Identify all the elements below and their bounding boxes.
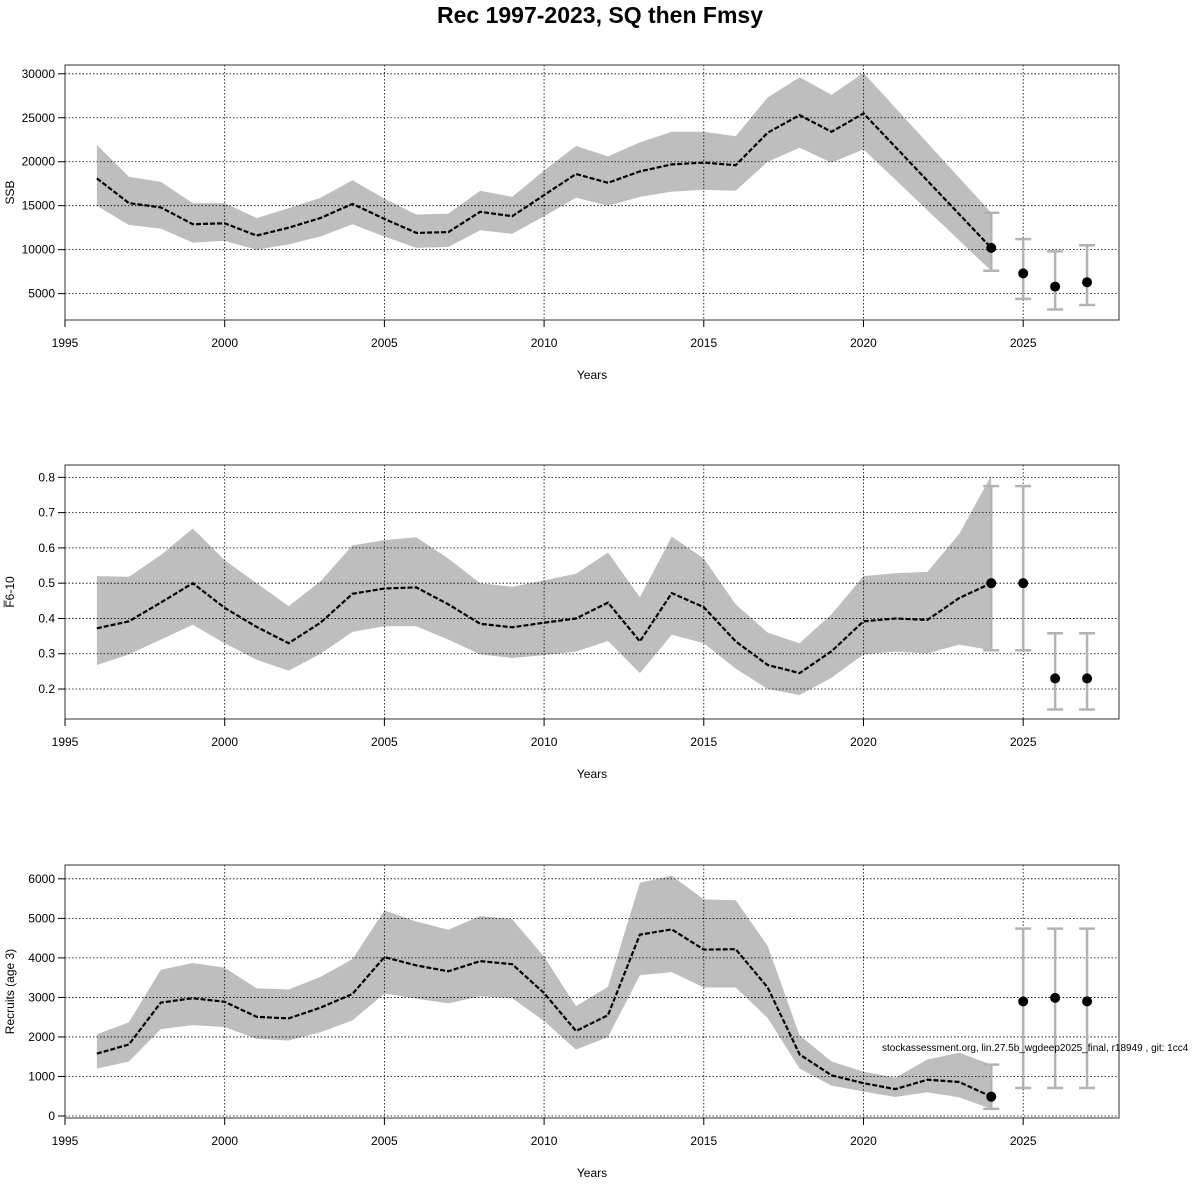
x-axis-label: Years <box>577 767 607 781</box>
x-tick-label: 2015 <box>690 336 717 350</box>
x-axis-label: Years <box>577 1166 607 1180</box>
x-tick-label: 2000 <box>211 336 238 350</box>
forecast-point <box>1082 277 1093 288</box>
y-tick-label: 25000 <box>22 111 56 125</box>
estimate-line <box>96 928 992 1098</box>
x-tick-label: 2005 <box>371 336 398 350</box>
y-tick-label: 2000 <box>28 1030 55 1044</box>
forecast-point <box>1082 673 1093 684</box>
y-tick-label: 0.5 <box>38 576 55 590</box>
x-tick-label: 2025 <box>1010 735 1037 749</box>
x-tick-label: 2015 <box>690 735 717 749</box>
x-tick-label: 2005 <box>371 1134 398 1148</box>
x-axis-label: Years <box>577 368 607 382</box>
panel-3: 1995 2000 2005 2010 2015 2020 2025 0 1000 2000 300… <box>3 864 1120 1180</box>
forecast-point <box>1050 992 1061 1003</box>
y-tick-label: 20000 <box>22 155 56 169</box>
y-axis-label: SSB <box>3 180 17 204</box>
plot-frame <box>64 464 1120 720</box>
y-tick-label: 5000 <box>28 911 55 925</box>
x-tick-label: 2005 <box>371 735 398 749</box>
y-tick-label: 10000 <box>22 243 56 257</box>
x-tick-label: 2020 <box>850 1134 877 1148</box>
x-tick-label: 2025 <box>1010 1134 1037 1148</box>
x-tick-label: 1995 <box>52 336 79 350</box>
y-tick-label: 4000 <box>28 951 55 965</box>
y-tick-label: 0.4 <box>38 611 55 625</box>
forecast-point <box>1050 673 1061 684</box>
forecast-point <box>1082 996 1093 1007</box>
forecast-point <box>1018 578 1029 589</box>
y-tick-label: 0.7 <box>38 506 55 520</box>
y-axis-label: F̅6-10 <box>3 576 17 608</box>
confidence-band <box>96 72 992 271</box>
y-tick-label: 15000 <box>22 199 56 213</box>
forecast-point <box>986 578 997 589</box>
y-tick-label: 0.3 <box>38 647 55 661</box>
y-tick-label: 0 <box>48 1109 55 1123</box>
y-tick-label: 0.6 <box>38 541 55 555</box>
y-axis-label: Recruits (age 3) <box>3 949 17 1034</box>
y-tick-label: 0.2 <box>38 682 55 696</box>
plot-frame <box>64 64 1120 321</box>
y-tick-label: 30000 <box>22 67 56 81</box>
x-tick-label: 2000 <box>211 735 238 749</box>
forecast-point <box>1018 268 1029 279</box>
x-tick-label: 1995 <box>52 735 79 749</box>
x-tick-label: 1995 <box>52 1134 79 1148</box>
y-tick-label: 0.8 <box>38 470 55 484</box>
panel-2: 1995 2000 2005 2010 2015 2020 2025 0.2 0.3 0.4 0.5… <box>3 464 1120 781</box>
panel-1: 1995 2000 2005 2010 2015 2020 2025 5000 10000 150… <box>3 64 1120 382</box>
y-tick-label: 5000 <box>28 287 55 301</box>
estimate-line <box>96 581 992 675</box>
x-tick-label: 2000 <box>211 1134 238 1148</box>
x-tick-label: 2010 <box>531 1134 558 1148</box>
forecast-point <box>1018 996 1029 1007</box>
y-tick-label: 1000 <box>28 1069 55 1083</box>
watermark-text: stockassessment.org, lin.27.5b_wgdeep202… <box>882 1043 1189 1054</box>
forecast-point <box>986 1091 997 1102</box>
x-tick-label: 2020 <box>850 735 877 749</box>
forecast-point <box>1050 281 1061 292</box>
x-tick-label: 2015 <box>690 1134 717 1148</box>
y-tick-label: 6000 <box>28 872 55 886</box>
forecast-point <box>986 242 997 253</box>
x-tick-label: 2025 <box>1010 336 1037 350</box>
x-tick-label: 2020 <box>850 336 877 350</box>
x-tick-label: 2010 <box>531 735 558 749</box>
plot-frame <box>64 864 1120 1119</box>
x-tick-label: 2010 <box>531 336 558 350</box>
y-tick-label: 3000 <box>28 990 55 1004</box>
figure-title: Rec 1997-2023, SQ then Fmsy <box>437 2 763 28</box>
